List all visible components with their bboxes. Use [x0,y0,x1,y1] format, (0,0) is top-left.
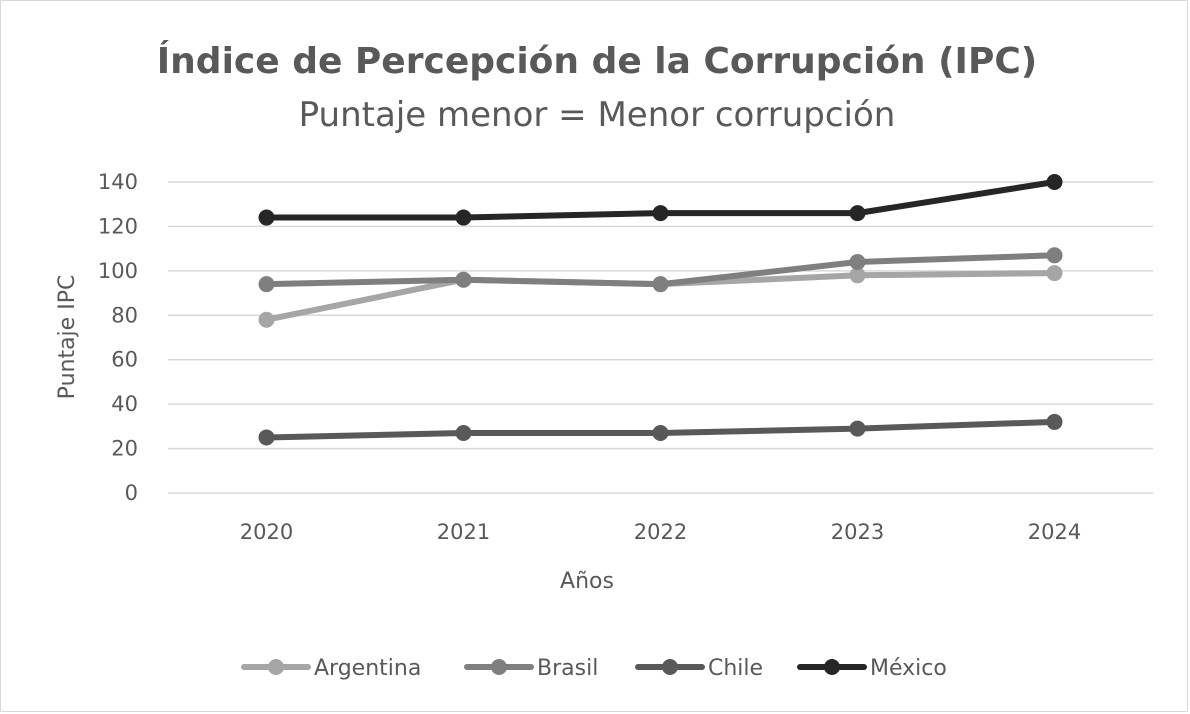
y-tick-label: 0 [125,481,138,505]
data-point [258,209,275,226]
data-point [455,425,472,442]
data-point [455,209,472,226]
y-axis-title: Puntaje IPC [55,275,80,400]
data-point [258,276,275,293]
chart-subtitle: Puntaje menor = Menor corrupción [299,95,896,135]
legend-label: Brasil [537,656,598,681]
data-point [1046,247,1063,264]
legend-label: Chile [708,656,763,681]
x-tick-label: 2023 [831,520,884,544]
data-point [849,253,866,270]
legend-item: Chile [635,656,763,681]
x-tick-label: 2020 [240,520,293,544]
x-axis-ticks: 2020 2021 2022 2023 2024 [240,520,1081,544]
x-tick-label: 2021 [437,520,490,544]
y-tick-label: 60 [111,348,138,372]
legend-point-marker [491,659,507,675]
legend-point-marker [662,659,678,675]
data-point [849,205,866,222]
data-point [652,425,669,442]
legend-point-marker [268,659,284,675]
legend-label: México [870,656,947,681]
data-point [1046,413,1063,430]
x-tick-label: 2022 [634,520,687,544]
chart-title: Índice de Percepción de la Corrupción (I… [157,40,1037,82]
series-brasil [258,247,1063,293]
y-tick-label: 80 [111,303,138,327]
y-tick-label: 20 [111,437,138,461]
series-méxico [258,174,1063,226]
data-point [652,276,669,293]
data-point [1046,265,1063,282]
data-point [849,420,866,437]
legend-item: Brasil [464,656,598,681]
x-axis-title: Años [560,569,614,594]
y-tick-label: 140 [98,170,138,194]
data-point [258,311,275,328]
legend: Argentina Brasil Chile México [241,656,947,681]
gridlines [168,181,1153,494]
y-tick-label: 100 [98,259,138,283]
legend-point-marker [824,659,840,675]
data-point [258,429,275,446]
series-chile [258,413,1063,446]
legend-item: México [797,656,947,681]
legend-item: Argentina [241,656,421,681]
y-tick-label: 120 [98,214,138,238]
data-point [1046,174,1063,190]
y-tick-label: 40 [111,392,138,416]
x-tick-label: 2024 [1028,520,1081,544]
data-point [455,271,472,288]
series-argentina [258,265,1063,328]
series-lines [258,174,1063,446]
data-point [849,267,866,284]
legend-label: Argentina [314,656,421,681]
y-axis-ticks: 0 20 40 60 80 100 120 140 [98,170,138,505]
data-point [652,205,669,222]
